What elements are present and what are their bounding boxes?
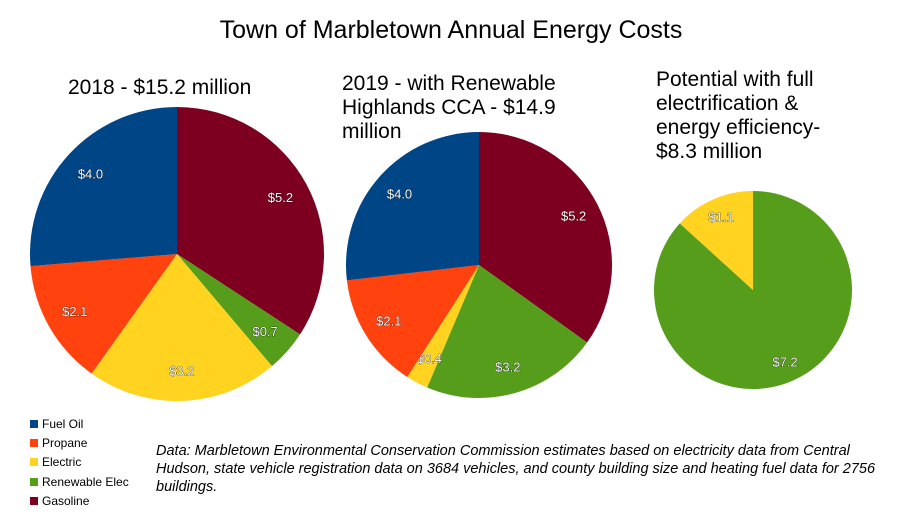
chart-main-title: Town of Marbletown Annual Energy Costs [219, 16, 683, 44]
data-label-fuel-oil: $4.0 [78, 166, 103, 181]
pie-title-2019: 2019 - with Renewable Highlands CCA - $1… [342, 72, 556, 143]
data-label-gasoline: $5.2 [561, 208, 586, 223]
pie-slice-electric [407, 265, 479, 388]
legend-swatch [30, 438, 38, 447]
legend-label: Fuel Oil [42, 416, 84, 431]
legend-item-electric: Electric [30, 453, 129, 472]
pie-slice-propane [30, 254, 178, 374]
legend-label: Electric [42, 455, 82, 470]
data-label-renewable-elec: $7.2 [772, 354, 797, 369]
data-label-electric: $3.2 [169, 363, 194, 378]
legend-item-gasoline: Gasoline [30, 491, 129, 510]
data-label-propane: $2.1 [62, 304, 87, 319]
data-label-fuel-oil: $4.0 [387, 186, 412, 201]
legend-item-propane: Propane [30, 433, 129, 452]
data-label-electric: $0.4 [417, 351, 442, 366]
data-label-renewable-elec: $0.7 [252, 324, 277, 339]
legend: Fuel Oil Propane Electric Renewable Elec… [30, 414, 129, 510]
pie-slice-renewable-elec [177, 254, 301, 367]
legend-item-fuel-oil: Fuel Oil [30, 414, 129, 433]
pie-slice-gasoline [479, 132, 612, 343]
pie-slice-propane [346, 265, 479, 378]
legend-swatch [30, 458, 38, 467]
legend-swatch [30, 477, 38, 486]
pie-slice-fuel-oil [346, 132, 479, 281]
legend-label: Gasoline [42, 493, 90, 508]
legend-label: Renewable Elec [42, 474, 129, 489]
pie-slice-electric [679, 191, 753, 290]
pie-slice-gasoline [177, 107, 324, 335]
pie-title-potential: Potential with full electrification & en… [656, 68, 821, 163]
data-label-gasoline: $5.2 [268, 190, 293, 205]
pie-slice-renewable-elec [427, 265, 588, 398]
pie-slice-fuel-oil [29, 107, 177, 267]
data-label-electric: $1.1 [708, 210, 733, 225]
data-label-renewable-elec: $3.2 [495, 359, 520, 374]
legend-item-renewable-elec: Renewable Elec [30, 472, 129, 491]
pie-slice-electric [91, 254, 273, 401]
legend-swatch [30, 419, 38, 428]
legend-swatch [30, 496, 38, 505]
legend-label: Propane [42, 435, 88, 450]
data-source-note: Data: Marbletown Environmental Conservat… [156, 443, 876, 495]
data-label-propane: $2.1 [376, 313, 401, 328]
pie-title-2018: 2018 - $15.2 million [68, 76, 252, 99]
